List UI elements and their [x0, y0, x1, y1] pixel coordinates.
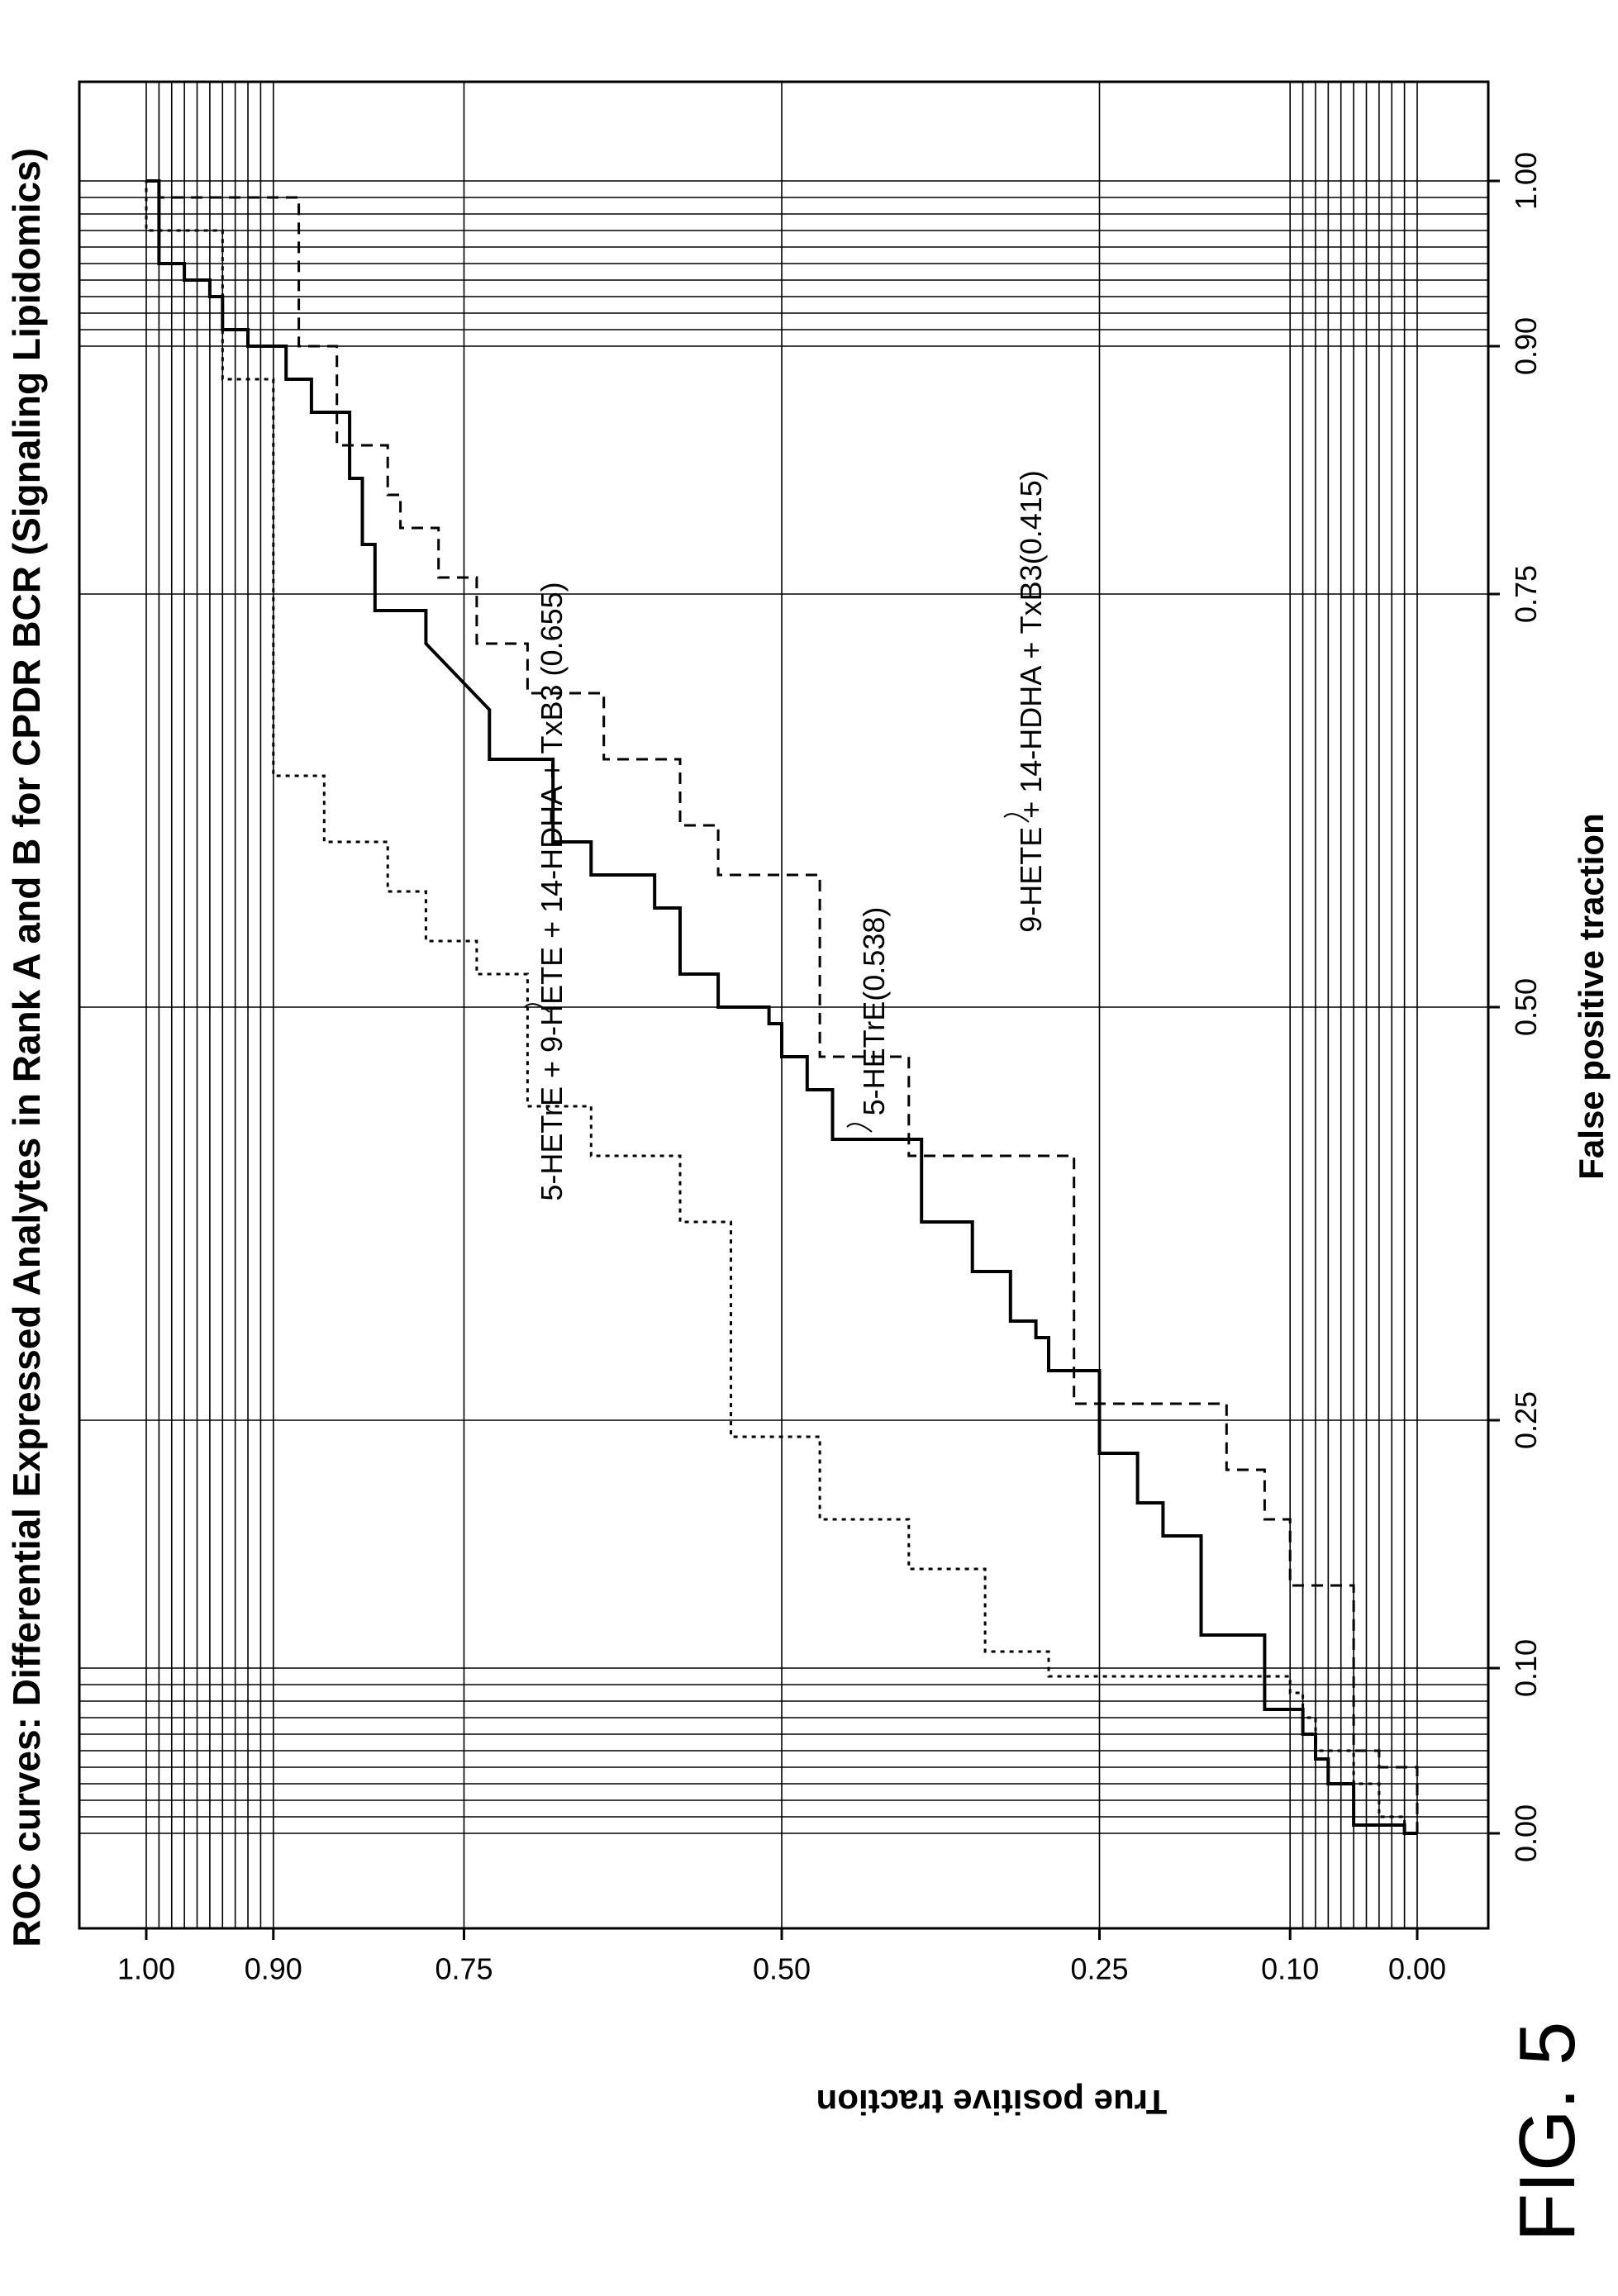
axes: 0.00 0.10 0.25 0.50 0.75 0.90 1.00 0.00 0.10 0.25… [117, 152, 1543, 1986]
y-tick-label: 0.75 [435, 1952, 493, 1986]
figure-label: FIG. 5 [1503, 2022, 1592, 2242]
series-line [145, 181, 1406, 1833]
plot-frame [78, 80, 1490, 1930]
y-axis-label: True positive traction [816, 2083, 1168, 2122]
label-leader [846, 1123, 873, 1133]
label-leader [524, 1003, 550, 1013]
series-label: 5-HETrE(0.538) [857, 907, 891, 1116]
x-tick-label: 1.00 [1509, 152, 1543, 210]
y-tick-label: 1.00 [117, 1952, 175, 1986]
label-leader [1003, 813, 1030, 823]
series-line [157, 181, 1419, 1833]
x-tick-label: 0.90 [1509, 317, 1543, 375]
x-tick-label: 0.00 [1509, 1804, 1543, 1862]
x-tick-label: 0.50 [1509, 978, 1543, 1036]
series-label: 9-HETE + 14-HDHA + TxB3(0.415) [1014, 470, 1048, 933]
series-label: 5-HETrE + 9-HETE + 14-HDHA + TxB3 (0.655… [535, 582, 569, 1200]
x-tick-label: 0.75 [1509, 565, 1543, 623]
series-line [146, 179, 1417, 1835]
chart-title: ROC curves: Differential Expressed Analy… [5, 148, 48, 1947]
x-axis-label: False positive traction [1572, 813, 1611, 1179]
x-tick-label: 0.10 [1509, 1639, 1543, 1697]
series-labels: 5-HETrE(0.538) 5-HETrE + 9-HETE + 14-HDHA… [524, 470, 1048, 1201]
grid-lines [79, 82, 1488, 1928]
y-tick-label: 0.90 [245, 1952, 302, 1986]
y-tick-label: 0.50 [753, 1952, 811, 1986]
y-tick-label: 0.10 [1261, 1952, 1319, 1986]
y-tick-label: 0.00 [1388, 1952, 1446, 1986]
x-tick-label: 0.25 [1509, 1391, 1543, 1449]
series-lines [145, 179, 1419, 1835]
rotated-chart-group: ROC curves: Differential Expressed Analy… [5, 80, 1611, 1986]
y-tick-label: 0.25 [1070, 1952, 1128, 1986]
